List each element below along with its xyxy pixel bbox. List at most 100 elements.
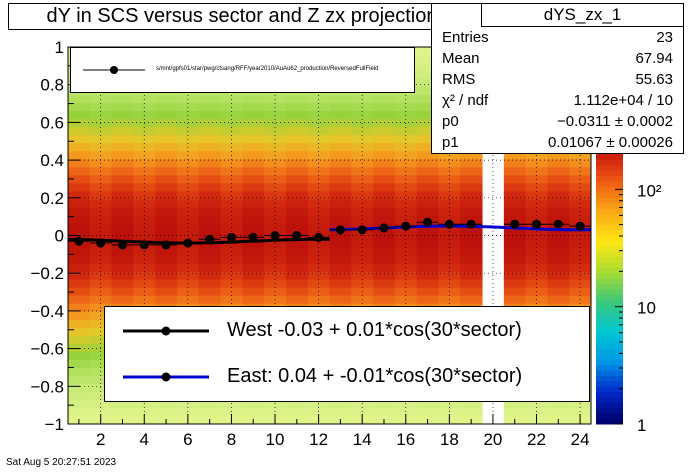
stats-label: χ² / ndf	[442, 92, 489, 109]
heatmap-cell	[242, 167, 265, 176]
heatmap-cell	[373, 111, 396, 120]
heatmap-cell	[329, 175, 352, 184]
color-scale-segment	[596, 262, 623, 268]
heatmap-cell	[416, 247, 439, 257]
color-scale-segment	[596, 289, 623, 295]
heatmap-cell	[198, 255, 222, 265]
heatmap-cell	[547, 159, 570, 168]
data-point	[357, 225, 367, 235]
heatmap-cell	[416, 207, 439, 216]
x-tick-label: 22	[527, 430, 546, 449]
y-axis: −1 −0.8 −0.6 −0.4 −0.2 0 0.2 0.4 0.6 0.8 1	[30, 38, 80, 434]
x-tick-label: 2	[96, 430, 105, 449]
heatmap-cell	[373, 407, 396, 417]
fit-legend-entry-west: West -0.03 + 0.01*cos(30*sector)	[105, 311, 589, 351]
heatmap-cell	[111, 199, 134, 208]
heatmap-cell	[285, 111, 309, 120]
heatmap-cell	[351, 407, 374, 417]
heatmap-cell	[68, 399, 91, 409]
heatmap-cell	[460, 263, 483, 273]
heatmap-cell	[68, 223, 91, 232]
heatmap-cell	[285, 255, 309, 265]
color-scale-tick-label: 10	[637, 299, 656, 318]
heatmap-cell	[373, 215, 396, 224]
heatmap-cell	[242, 271, 265, 281]
heatmap-cell	[503, 183, 527, 192]
heatmap-cell	[547, 279, 570, 289]
color-scale-segment	[596, 348, 623, 355]
heatmap-cell	[285, 199, 309, 208]
heatmap-cell	[416, 87, 439, 96]
y-tick-label: −0.6	[30, 340, 64, 359]
heatmap-cell	[329, 103, 352, 112]
heatmap-cell	[416, 47, 439, 56]
heatmap-cell	[68, 119, 91, 128]
heatmap-cell	[329, 167, 352, 176]
heatmap-cell	[329, 399, 352, 409]
heatmap-cell	[329, 183, 352, 192]
color-scale-segment	[596, 370, 623, 376]
heatmap-cell	[89, 383, 113, 393]
heatmap-cell	[220, 407, 243, 417]
heatmap-cell	[111, 167, 134, 176]
heatmap-cell	[242, 295, 265, 305]
stats-value: 23	[656, 29, 673, 46]
heatmap-cell	[460, 151, 483, 160]
heatmap-cell	[503, 239, 527, 249]
heatmap-cell	[329, 119, 352, 128]
heatmap-cell	[155, 263, 178, 273]
heatmap-cell	[329, 215, 352, 224]
heatmap-cell	[155, 407, 178, 417]
heatmap-cell	[373, 239, 396, 249]
color-scale-segment	[596, 154, 623, 160]
fit-legend: West -0.03 + 0.01*cos(30*sector) East: 0…	[104, 306, 590, 402]
x-tick-label: 16	[396, 430, 415, 449]
heatmap-cell	[68, 319, 91, 329]
x-tick-label: 10	[266, 430, 285, 449]
heatmap-cell	[285, 271, 309, 281]
heatmap-cell	[111, 175, 134, 184]
heatmap-cell	[460, 399, 483, 409]
y-tick-label: 0.6	[40, 113, 64, 132]
color-scale-segment	[596, 256, 623, 263]
color-scale-segment	[596, 202, 623, 209]
color-scale-segment	[596, 235, 623, 241]
heatmap-cell	[460, 191, 483, 200]
fit-curve-west	[67, 237, 330, 245]
heatmap-cell	[68, 359, 91, 369]
heatmap-cell	[242, 95, 265, 104]
heatmap-cell	[68, 287, 91, 297]
heatmap-cell	[503, 207, 527, 216]
heatmap-cell	[68, 111, 91, 120]
heatmap-cell	[329, 143, 352, 152]
heatmap-cell	[242, 407, 265, 417]
heatmap-cell	[329, 239, 352, 249]
heatmap-cell	[525, 399, 548, 409]
heatmap-cell	[111, 183, 134, 192]
data-point	[575, 221, 585, 231]
heatmap-cell	[503, 271, 527, 281]
stats-row-p1: p1 0.01067 ± 0.00026	[442, 134, 673, 154]
heatmap-cell	[329, 135, 352, 144]
heatmap-cell	[198, 191, 222, 200]
heatmap-cell	[68, 167, 91, 176]
heatmap-cell	[111, 191, 134, 200]
heatmap-cell	[68, 199, 91, 208]
heatmap-cell	[503, 151, 527, 160]
heatmap-cell	[416, 119, 439, 128]
data-point	[553, 219, 563, 229]
heatmap-cell	[285, 143, 309, 152]
stats-value: −0.0311 ± 0.0002	[557, 113, 673, 130]
heatmap-cell	[503, 159, 527, 168]
heatmap-cell	[329, 279, 352, 289]
color-scale-segment	[596, 175, 623, 182]
heatmap-cell	[198, 271, 222, 281]
heatmap-cell	[460, 295, 483, 305]
heatmap-cell	[155, 279, 178, 289]
heatmap-cell	[416, 263, 439, 273]
series-legend-marker	[83, 66, 145, 74]
heatmap-cell	[198, 159, 222, 168]
x-tick-label: 20	[483, 430, 502, 449]
stats-row-mean: Mean 67.94	[442, 50, 673, 70]
heatmap-cell	[198, 287, 222, 297]
